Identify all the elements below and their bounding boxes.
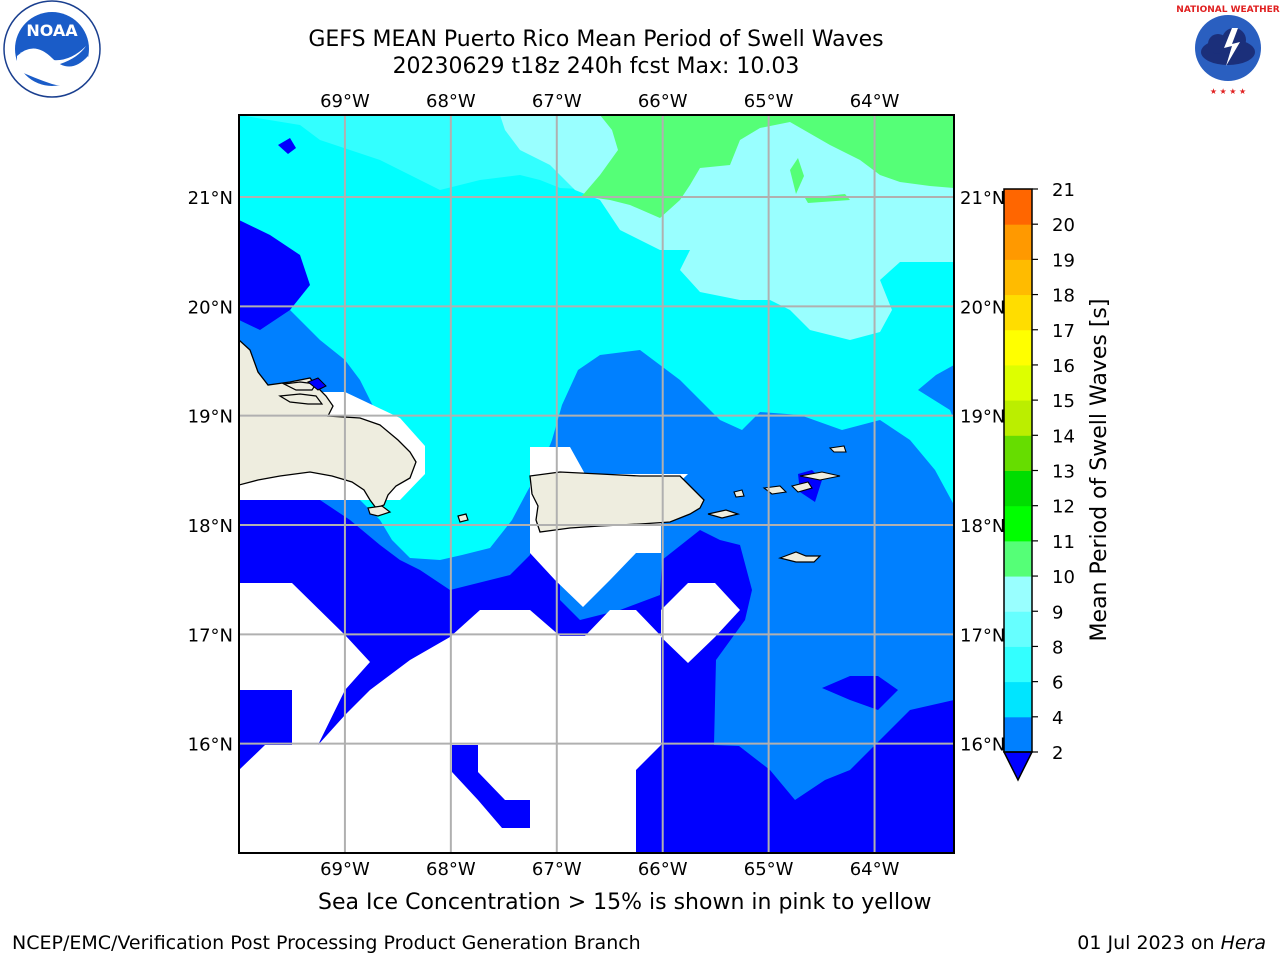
lat-tick-label-right: 21°N [960,188,1005,209]
footer-date-text: 01 Jul 2023 on [1077,932,1221,954]
lat-tick-label-right: 18°N [960,516,1005,537]
colorbar-tick-label: 8 [1052,637,1063,658]
lon-tick-label-top: 69°W [320,91,370,112]
colorbar-tick-label: 10 [1052,567,1075,588]
field-under-2s-nw [239,220,310,330]
colorbar-tick-label: 12 [1052,497,1075,518]
colorbar-tick-label: 16 [1052,356,1075,377]
axis-tick-labels: 69°W 69°W 68°W 68°W 67°W 67°W 66°W 66°W 65°W 65°W… [188,91,1006,880]
lat-tick-label-left: 16°N [188,735,233,756]
lon-tick-label-top: 65°W [744,91,794,112]
lat-tick-label-left: 18°N [188,516,233,537]
st-croix-island [777,551,822,563]
field-9-10s-patch [790,158,804,194]
lon-tick-label-bottom: 65°W [744,859,794,880]
colorbar-segment [1004,611,1032,647]
puerto-rico-land [529,471,705,533]
colorbar-tick-label: 19 [1052,250,1075,271]
colorbar-segment [1004,435,1032,471]
lon-tick-label-top: 66°W [638,91,688,112]
colorbar-under-triangle [1002,751,1034,782]
colorbar-segment [1004,329,1032,366]
field-under-2s-hole [452,745,530,828]
field-under-2s-east-patch [822,676,898,710]
colorbar-tick-label: 13 [1052,462,1075,483]
lon-tick-label-bottom: 68°W [426,859,476,880]
nws-logo: NATIONAL WEATHER ★ ★ ★ ★ [1176,1,1280,96]
svg-text:★ ★ ★ ★: ★ ★ ★ ★ [1210,87,1246,96]
no-data-region-4 [661,583,740,663]
colorbar-segment [1004,681,1032,718]
noaa-logo-text: NOAA [26,21,78,40]
vieques-island [707,509,741,519]
colorbar-tick-label: 4 [1052,708,1063,729]
lat-tick-label-right: 19°N [960,407,1005,428]
footer-date: 01 Jul 2023 on Hera [1077,932,1266,954]
culebra-island [733,489,745,498]
swell-period-field [239,115,954,853]
colorbar-segment [1004,540,1032,577]
colorbar-label: Mean Period of Swell Waves [s] [1087,299,1112,642]
lat-tick-label-right: 16°N [960,735,1005,756]
map-frame [238,114,955,854]
svg-text:NATIONAL WEATHER: NATIONAL WEATHER [1176,5,1279,15]
lat-tick-label-left: 17°N [188,625,233,646]
footer-credit: NCEP/EMC/Verification Post Processing Pr… [12,932,641,954]
colorbar-tick-label: 15 [1052,391,1075,412]
field-9-10s [582,115,954,218]
noaa-logo: NOAA [3,0,101,98]
colorbar-tick-label: 9 [1052,602,1063,623]
colorbar-segment [1004,189,1032,225]
colorbar-tick-label: 11 [1052,532,1075,553]
lat-tick-label-right: 20°N [960,297,1005,318]
lat-tick-label-left: 20°N [188,297,233,318]
no-data-region-1 [239,583,370,745]
colorbar-segment [1004,576,1032,612]
virgin-islands-2 [790,481,813,493]
lon-tick-label-bottom: 66°W [638,859,688,880]
colorbar-segment [1004,646,1032,683]
chart-subtitle: 20230629 t18z 240h fcst Max: 10.03 [392,54,800,79]
colorbar-tick-label: 2 [1052,743,1063,764]
field-under-2s-tiny [278,138,296,154]
lat-tick-label-right: 17°N [960,625,1005,646]
mona-island [457,513,469,523]
lon-tick-label-top: 67°W [532,91,582,112]
small-island-3 [307,377,327,391]
colorbar-segment [1004,364,1032,401]
gridlines [239,115,954,853]
lat-tick-label-left: 19°N [188,407,233,428]
small-island-1 [367,505,392,517]
colorbar-tick-label: 14 [1052,426,1075,447]
lon-tick-label-top: 64°W [850,91,900,112]
hispaniola-land [239,339,417,509]
lat-tick-label-left: 21°N [188,188,233,209]
colorbar-tick-label: 21 [1052,180,1075,201]
sea-ice-caption: Sea Ice Concentration > 15% is shown in … [318,890,932,915]
colorbar-segment [1004,259,1032,296]
colorbar-tick-label: 20 [1052,215,1075,236]
lon-tick-label-bottom: 64°W [850,859,900,880]
colorbar-segment [1004,505,1032,542]
colorbar-segment [1004,294,1032,331]
colorbar-tick-label: 18 [1052,286,1075,307]
chart-title: GEFS MEAN Puerto Rico Mean Period of Swe… [308,27,884,52]
lon-tick-label-bottom: 67°W [532,859,582,880]
colorbar-segment [1004,716,1032,753]
footer-host: Hera [1220,932,1266,954]
colorbar-tick-label: 6 [1052,673,1063,694]
lon-tick-label-top: 68°W [426,91,476,112]
anegada-island [828,445,847,453]
lon-tick-label-bottom: 69°W [320,859,370,880]
hispaniola-coast-north [278,393,324,405]
colorbar-tick-label: 17 [1052,321,1075,342]
colorbar-segment [1004,224,1032,260]
colorbar-segment [1004,400,1032,436]
colorbar-segment [1004,470,1032,507]
virgin-islands-3 [799,471,841,481]
